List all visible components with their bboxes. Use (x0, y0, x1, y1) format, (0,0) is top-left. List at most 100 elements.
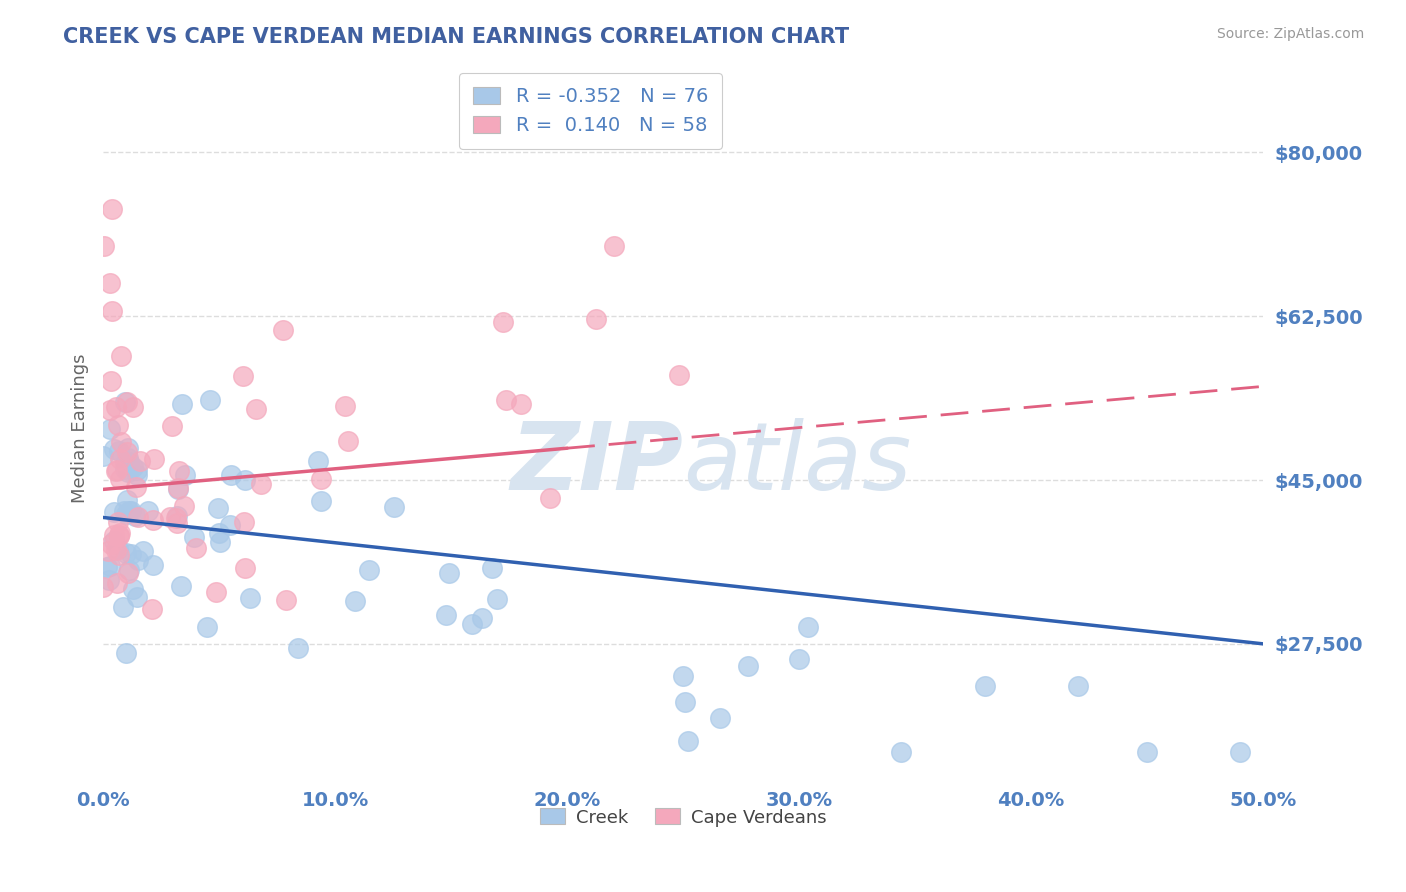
Point (184, 541, 207, 555)
Point (117, 465, 139, 479)
Point (492, 315, 515, 329)
Point (434, 607, 457, 622)
Point (170, 397, 193, 411)
Point (166, 508, 188, 523)
Point (239, 591, 262, 605)
Point (249, 476, 271, 491)
Point (120, 504, 142, 518)
Point (117, 442, 139, 456)
Point (166, 516, 188, 530)
Point (110, 349, 132, 363)
Point (737, 658, 759, 673)
Text: ZIP: ZIP (510, 417, 683, 509)
Point (233, 474, 256, 488)
Point (309, 471, 332, 485)
Point (460, 616, 482, 631)
Point (672, 669, 695, 683)
Point (287, 640, 309, 655)
Point (382, 500, 405, 515)
Point (125, 462, 148, 476)
Y-axis label: Median Earnings: Median Earnings (72, 354, 89, 503)
Point (96, 560, 118, 574)
Point (110, 472, 132, 486)
Point (93, 239, 115, 253)
Point (127, 553, 149, 567)
Point (101, 304, 124, 318)
Point (183, 530, 205, 544)
Point (343, 594, 366, 608)
Point (107, 527, 129, 541)
Point (166, 482, 188, 496)
Point (136, 504, 159, 518)
Point (142, 513, 165, 527)
Point (333, 399, 356, 413)
Point (787, 652, 810, 666)
Point (309, 493, 332, 508)
Text: CREEK VS CAPE VERDEAN MEDIAN EARNINGS CORRELATION CHART: CREEK VS CAPE VERDEAN MEDIAN EARNINGS CO… (63, 27, 849, 46)
Point (709, 711, 731, 725)
Point (104, 401, 127, 415)
Point (205, 585, 228, 599)
Point (122, 459, 145, 474)
Point (108, 443, 131, 458)
Point (218, 518, 240, 533)
Point (93, 450, 115, 464)
Point (103, 527, 125, 541)
Point (107, 542, 129, 557)
Point (111, 599, 134, 614)
Point (195, 620, 218, 634)
Point (105, 576, 128, 591)
Point (105, 464, 128, 478)
Point (122, 400, 145, 414)
Point (115, 647, 138, 661)
Point (98, 573, 121, 587)
Point (125, 480, 148, 494)
Point (233, 560, 256, 574)
Point (114, 395, 136, 409)
Point (486, 592, 509, 607)
Point (142, 558, 165, 572)
Point (114, 456, 136, 470)
Point (509, 397, 531, 411)
Point (232, 369, 254, 384)
Point (167, 483, 190, 497)
Point (1136, 745, 1159, 759)
Point (120, 547, 142, 561)
Point (273, 323, 295, 337)
Point (115, 507, 138, 521)
Point (208, 525, 231, 540)
Point (98, 558, 121, 573)
Point (602, 239, 624, 253)
Text: atlas: atlas (683, 418, 911, 509)
Point (219, 468, 242, 483)
Point (117, 451, 139, 466)
Point (890, 745, 912, 759)
Point (98, 422, 121, 436)
Point (100, 537, 122, 551)
Point (105, 463, 128, 477)
Point (97, 543, 120, 558)
Point (110, 434, 132, 449)
Point (209, 534, 232, 549)
Point (668, 368, 690, 382)
Point (112, 504, 135, 518)
Point (165, 511, 187, 525)
Point (673, 695, 696, 709)
Point (585, 312, 607, 326)
Point (117, 563, 139, 577)
Point (233, 515, 256, 529)
Point (98, 277, 121, 291)
Point (129, 453, 152, 467)
Point (103, 534, 125, 549)
Point (173, 499, 195, 513)
Point (495, 393, 517, 408)
Point (973, 679, 995, 693)
Point (118, 504, 141, 518)
Point (101, 202, 124, 216)
Point (132, 544, 155, 558)
Point (122, 582, 145, 596)
Point (115, 492, 138, 507)
Point (108, 526, 131, 541)
Point (103, 505, 125, 519)
Point (114, 462, 136, 476)
